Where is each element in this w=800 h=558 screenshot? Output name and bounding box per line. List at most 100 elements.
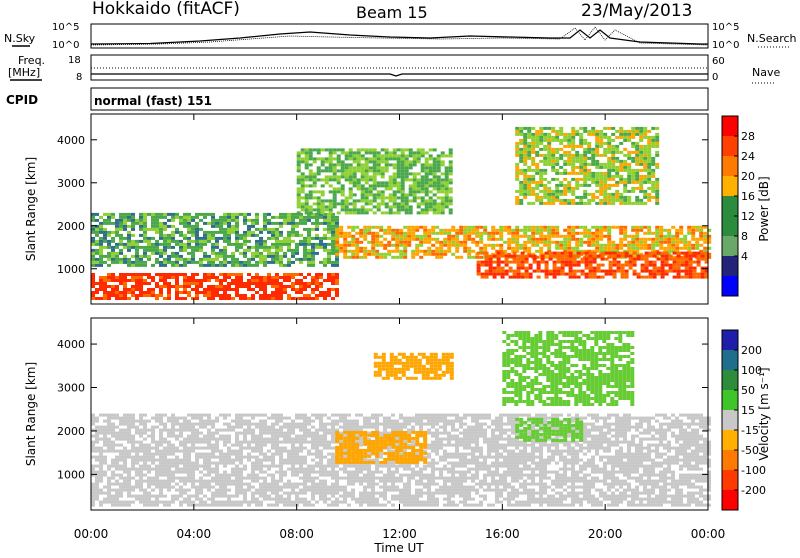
power-heatmap-cell bbox=[691, 232, 695, 235]
power-heatmap-cell bbox=[175, 213, 179, 216]
power-heatmap-cell bbox=[575, 232, 579, 235]
velocity-heatmap-cell bbox=[127, 432, 131, 435]
power-heatmap-cell bbox=[123, 273, 127, 276]
power-heatmap-cell bbox=[631, 238, 635, 241]
velocity-heatmap-cell bbox=[251, 486, 255, 489]
power-heatmap-cell bbox=[575, 151, 579, 154]
power-heatmap-cell bbox=[413, 154, 417, 157]
power-heatmap-cell bbox=[467, 235, 471, 238]
power-heatmap-cell bbox=[607, 142, 611, 145]
power-heatmap-cell bbox=[361, 205, 365, 208]
power-heatmap-cell bbox=[515, 145, 519, 148]
velocity-heatmap-cell bbox=[247, 441, 251, 444]
power-heatmap-cell bbox=[321, 190, 325, 193]
power-heatmap-cell bbox=[403, 226, 407, 229]
power-heatmap-cell bbox=[279, 297, 283, 300]
power-heatmap-cell bbox=[319, 222, 323, 225]
power-heatmap-cell bbox=[215, 294, 219, 297]
power-heatmap-cell bbox=[595, 202, 599, 205]
velocity-heatmap-cell bbox=[263, 477, 267, 480]
power-heatmap-cell bbox=[309, 205, 313, 208]
velocity-heatmap-cell bbox=[187, 495, 191, 498]
power-heatmap-cell bbox=[227, 282, 231, 285]
power-heatmap-cell bbox=[365, 193, 369, 196]
power-heatmap-cell bbox=[297, 154, 301, 157]
power-heatmap-cell bbox=[527, 154, 531, 157]
velocity-heatmap-cell bbox=[111, 459, 115, 462]
power-heatmap-cell bbox=[331, 276, 335, 279]
power-heatmap-cell bbox=[531, 127, 535, 130]
power-heatmap-cell bbox=[673, 267, 677, 270]
power-heatmap-cell bbox=[207, 255, 211, 258]
power-heatmap-cell bbox=[563, 172, 567, 175]
power-heatmap-cell bbox=[349, 178, 353, 181]
velocity-heatmap-cell bbox=[219, 504, 223, 507]
velocity-heatmap-cell bbox=[91, 447, 95, 450]
power-heatmap-cell bbox=[167, 282, 171, 285]
power-heatmap-cell bbox=[175, 297, 179, 300]
power-heatmap-cell bbox=[175, 291, 179, 294]
power-heatmap-cell bbox=[353, 193, 357, 196]
velocity-heatmap-cell bbox=[227, 429, 231, 432]
power-heatmap-cell bbox=[363, 247, 367, 250]
velocity-heatmap-cell bbox=[211, 438, 215, 441]
velocity-heatmap-cell bbox=[287, 462, 291, 465]
power-heatmap-cell bbox=[653, 273, 657, 276]
velocity-heatmap-cell bbox=[107, 498, 111, 501]
velocity-heatmap-cell bbox=[163, 462, 167, 465]
velocity-heatmap-cell bbox=[175, 435, 179, 438]
power-heatmap-cell bbox=[425, 175, 429, 178]
power-heatmap-cell bbox=[301, 184, 305, 187]
power-heatmap-cell bbox=[547, 163, 551, 166]
velocity-heatmap-cell bbox=[191, 414, 195, 417]
velocity-heatmap-cell bbox=[211, 432, 215, 435]
power-heatmap-cell bbox=[271, 297, 275, 300]
power-heatmap-cell bbox=[625, 264, 629, 267]
power-heatmap-cell bbox=[315, 252, 319, 255]
power-heatmap-cell bbox=[375, 253, 379, 256]
power-heatmap-cell bbox=[327, 258, 331, 261]
power-heatmap-cell bbox=[513, 255, 517, 258]
velocity-heatmap-cell bbox=[199, 480, 203, 483]
power-heatmap-cell bbox=[337, 181, 341, 184]
noise-sky-trace bbox=[91, 30, 708, 44]
velocity-heatmap-cell bbox=[259, 501, 263, 504]
power-heatmap-cell bbox=[429, 172, 433, 175]
power-heatmap-cell bbox=[599, 247, 603, 250]
power-heatmap-cell bbox=[139, 261, 143, 264]
velocity-heatmap-cell bbox=[303, 420, 307, 423]
power-heatmap-cell bbox=[649, 264, 653, 267]
power-heatmap-cell bbox=[561, 261, 565, 264]
power-heatmap-cell bbox=[569, 273, 573, 276]
velocity-heatmap-cell bbox=[163, 447, 167, 450]
power-heatmap-cell bbox=[405, 199, 409, 202]
power-heatmap-cell bbox=[171, 240, 175, 243]
power-heatmap-cell bbox=[563, 169, 567, 172]
power-heatmap-cell bbox=[387, 229, 391, 232]
power-heatmap-cell bbox=[263, 240, 267, 243]
velocity-heatmap-cell bbox=[275, 432, 279, 435]
power-heatmap-cell bbox=[275, 279, 279, 282]
velocity-heatmap-cell bbox=[163, 480, 167, 483]
velocity-heatmap-cell bbox=[263, 438, 267, 441]
power-heatmap-cell bbox=[575, 196, 579, 199]
power-heatmap-cell bbox=[235, 222, 239, 225]
power-heatmap-cell bbox=[433, 202, 437, 205]
power-heatmap-cell bbox=[163, 258, 167, 261]
power-heatmap-cell bbox=[583, 235, 587, 238]
power-heatmap-cell bbox=[481, 261, 485, 264]
velocity-heatmap-cell bbox=[111, 426, 115, 429]
velocity-heatmap-cell bbox=[187, 480, 191, 483]
power-heatmap-cell bbox=[583, 130, 587, 133]
power-heatmap-cell bbox=[463, 244, 467, 247]
power-heatmap-cell bbox=[187, 216, 191, 219]
power-heatmap-cell bbox=[143, 234, 147, 237]
power-heatmap-cell bbox=[131, 228, 135, 231]
power-heatmap-cell bbox=[187, 219, 191, 222]
power-heatmap-cell bbox=[231, 264, 235, 267]
velocity-heatmap-cell bbox=[315, 501, 319, 504]
power-heatmap-cell bbox=[571, 139, 575, 142]
velocity-heatmap-cell bbox=[311, 435, 315, 438]
velocity-heatmap-cell bbox=[207, 432, 211, 435]
velocity-heatmap-cell bbox=[295, 495, 299, 498]
